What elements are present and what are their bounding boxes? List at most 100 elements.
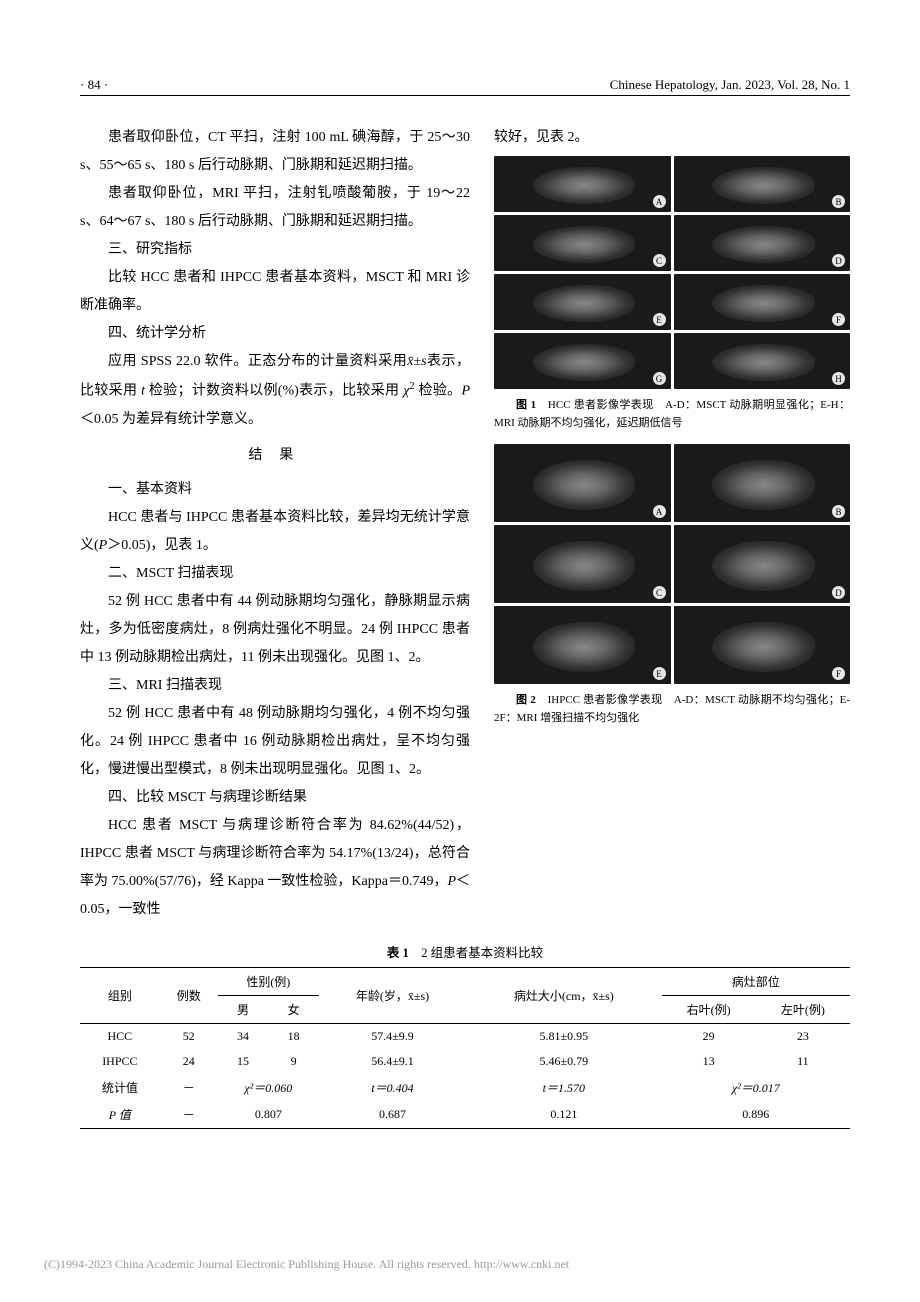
scan-panel: B — [674, 156, 851, 212]
scan-panel: B — [674, 444, 851, 522]
panel-label: G — [653, 372, 666, 385]
th-left-lobe: 左叶(例) — [756, 995, 850, 1023]
paragraph: 52 例 HCC 患者中有 48 例动脉期均匀强化，4 例不均匀强化。24 例 … — [80, 700, 470, 784]
cell: 52 — [160, 1023, 218, 1049]
table-1-wrap: 表 1 2 组患者基本资料比较 组别 例数 性别(例) 年龄(岁，x̄±s) 病… — [80, 942, 850, 1129]
th-sex: 性别(例) — [218, 967, 319, 995]
text: HCC 患者 MSCT 与病理诊断符合率为 84.62%(44/52)，IHPC… — [80, 818, 470, 889]
figure-1-grid: A B C D E F G H — [494, 156, 850, 389]
scan-panel: G — [494, 333, 671, 389]
cell: 5.81±0.95 — [466, 1023, 661, 1049]
cell: 0.121 — [466, 1101, 661, 1129]
caption-text: IHPCC 患者影像学表现 A-D：MSCT 动脉期不均匀强化；E-2F：MRI… — [494, 694, 850, 724]
subheading: 一、基本资料 — [80, 476, 470, 504]
text: 检验。 — [415, 384, 462, 399]
paragraph: HCC 患者 MSCT 与病理诊断符合率为 84.62%(44/52)，IHPC… — [80, 812, 470, 924]
table-number: 表 1 — [387, 946, 409, 960]
xbar-s: x̄±s — [407, 354, 426, 369]
right-column: 较好，见表 2。 A B C D E F G H 图 1 HCC 患者影像学表现… — [494, 124, 850, 924]
cell: 5.46±0.79 — [466, 1049, 661, 1074]
table-row: IHPCC 24 15 9 56.4±9.1 5.46±0.79 13 11 — [80, 1049, 850, 1074]
cell: P 值 — [80, 1101, 160, 1129]
paragraph: 患者取仰卧位，CT 平扫，注射 100 mL 碘海醇，于 25～30 s、55～… — [80, 124, 470, 180]
text: 应用 SPSS 22.0 软件。正态分布的计量资料采用 — [108, 354, 407, 369]
figure-2-grid: A B C D E F — [494, 444, 850, 684]
th-right-lobe: 右叶(例) — [662, 995, 756, 1023]
cell: χ²＝0.060 — [218, 1074, 319, 1101]
panel-label: F — [832, 313, 845, 326]
th-female: 女 — [268, 995, 319, 1023]
panel-label: D — [832, 586, 845, 599]
cell: 18 — [268, 1023, 319, 1049]
subheading: 三、MRI 扫描表现 — [80, 672, 470, 700]
scan-panel: F — [674, 606, 851, 684]
table-1-title: 表 1 2 组患者基本资料比较 — [80, 942, 850, 961]
scan-panel: A — [494, 444, 671, 522]
paragraph: HCC 患者与 IHPCC 患者基本资料比较，差异均无统计学意义(P＞0.05)… — [80, 504, 470, 560]
text: ＜0.05 为差异有统计学意义。 — [80, 412, 262, 427]
th-age: 年龄(岁，x̄±s) — [319, 967, 466, 1023]
panel-label: C — [653, 586, 666, 599]
text: 检验；计数资料以例(%)表示，比较采用 — [149, 384, 400, 399]
paragraph: 患者取仰卧位，MRI 平扫，注射钆喷酸葡胺，于 19～22 s、64～67 s、… — [80, 180, 470, 236]
caption-text: HCC 患者影像学表现 A-D：MSCT 动脉期明显强化；E-H：MRI 动脉期… — [494, 399, 850, 429]
panel-label: D — [832, 254, 845, 267]
figure-number: 图 2 — [516, 694, 536, 706]
chi-symbol: χ — [399, 384, 409, 399]
paragraph-continuation: 较好，见表 2。 — [494, 124, 850, 152]
two-column-body: 患者取仰卧位，CT 平扫，注射 100 mL 碘海醇，于 25～30 s、55～… — [80, 124, 850, 924]
subheading: 二、MSCT 扫描表现 — [80, 560, 470, 588]
text: ＞0.05)，见表 1。 — [107, 538, 217, 553]
cell: 13 — [662, 1049, 756, 1074]
scan-panel: D — [674, 215, 851, 271]
table-title-text: 2 组患者基本资料比较 — [409, 946, 543, 960]
th-size: 病灶大小(cm，x̄±s) — [466, 967, 661, 1023]
panel-label: C — [653, 254, 666, 267]
cell: － — [160, 1101, 218, 1129]
scan-panel: A — [494, 156, 671, 212]
t-symbol: t — [137, 384, 149, 399]
scan-panel: E — [494, 606, 671, 684]
figure-2-caption: 图 2 IHPCC 患者影像学表现 A-D：MSCT 动脉期不均匀强化；E-2F… — [494, 692, 850, 727]
panel-label: E — [653, 313, 666, 326]
cell: 9 — [268, 1049, 319, 1074]
table-1: 组别 例数 性别(例) 年龄(岁，x̄±s) 病灶大小(cm，x̄±s) 病灶部… — [80, 967, 850, 1129]
scan-panel: C — [494, 215, 671, 271]
cell: t＝1.570 — [466, 1074, 661, 1101]
panel-label: B — [832, 195, 845, 208]
journal-title: Chinese Hepatology, Jan. 2023, Vol. 28, … — [610, 77, 850, 93]
cell: t＝0.404 — [319, 1074, 466, 1101]
cell: 11 — [756, 1049, 850, 1074]
cell: 34 — [218, 1023, 269, 1049]
cell: IHPCC — [80, 1049, 160, 1074]
cell: 57.4±9.9 — [319, 1023, 466, 1049]
cell: 56.4±9.1 — [319, 1049, 466, 1074]
panel-label: F — [832, 667, 845, 680]
paragraph-stats: 应用 SPSS 22.0 软件。正态分布的计量资料采用x̄±s表示，比较采用 t… — [80, 348, 470, 434]
cell: － — [160, 1074, 218, 1101]
P-symbol: P — [447, 874, 456, 889]
table-row: HCC 52 34 18 57.4±9.9 5.81±0.95 29 23 — [80, 1023, 850, 1049]
panel-label: B — [832, 505, 845, 518]
panel-label: A — [653, 505, 666, 518]
cell: 0.807 — [218, 1101, 319, 1129]
subheading: 三、研究指标 — [80, 236, 470, 264]
table-row-stat: 统计值 － χ²＝0.060 t＝0.404 t＝1.570 χ²＝0.017 — [80, 1074, 850, 1101]
figure-1-caption: 图 1 HCC 患者影像学表现 A-D：MSCT 动脉期明显强化；E-H：MRI… — [494, 397, 850, 432]
panel-label: H — [832, 372, 845, 385]
cell: 29 — [662, 1023, 756, 1049]
subheading: 四、比较 MSCT 与病理诊断结果 — [80, 784, 470, 812]
section-heading-results: 结果 — [88, 442, 470, 470]
page-header: · 84 · Chinese Hepatology, Jan. 2023, Vo… — [80, 77, 850, 96]
scan-panel: D — [674, 525, 851, 603]
cell: χ²＝0.017 — [662, 1074, 850, 1101]
panel-label: E — [653, 667, 666, 680]
cell: 24 — [160, 1049, 218, 1074]
cell: 统计值 — [80, 1074, 160, 1101]
paragraph: 52 例 HCC 患者中有 44 例动脉期均匀强化，静脉期显示病灶，多为低密度病… — [80, 588, 470, 672]
figure-number: 图 1 — [516, 399, 536, 411]
page-number: · 84 · — [80, 77, 108, 93]
th-n: 例数 — [160, 967, 218, 1023]
subheading: 四、统计学分析 — [80, 320, 470, 348]
cell: 23 — [756, 1023, 850, 1049]
